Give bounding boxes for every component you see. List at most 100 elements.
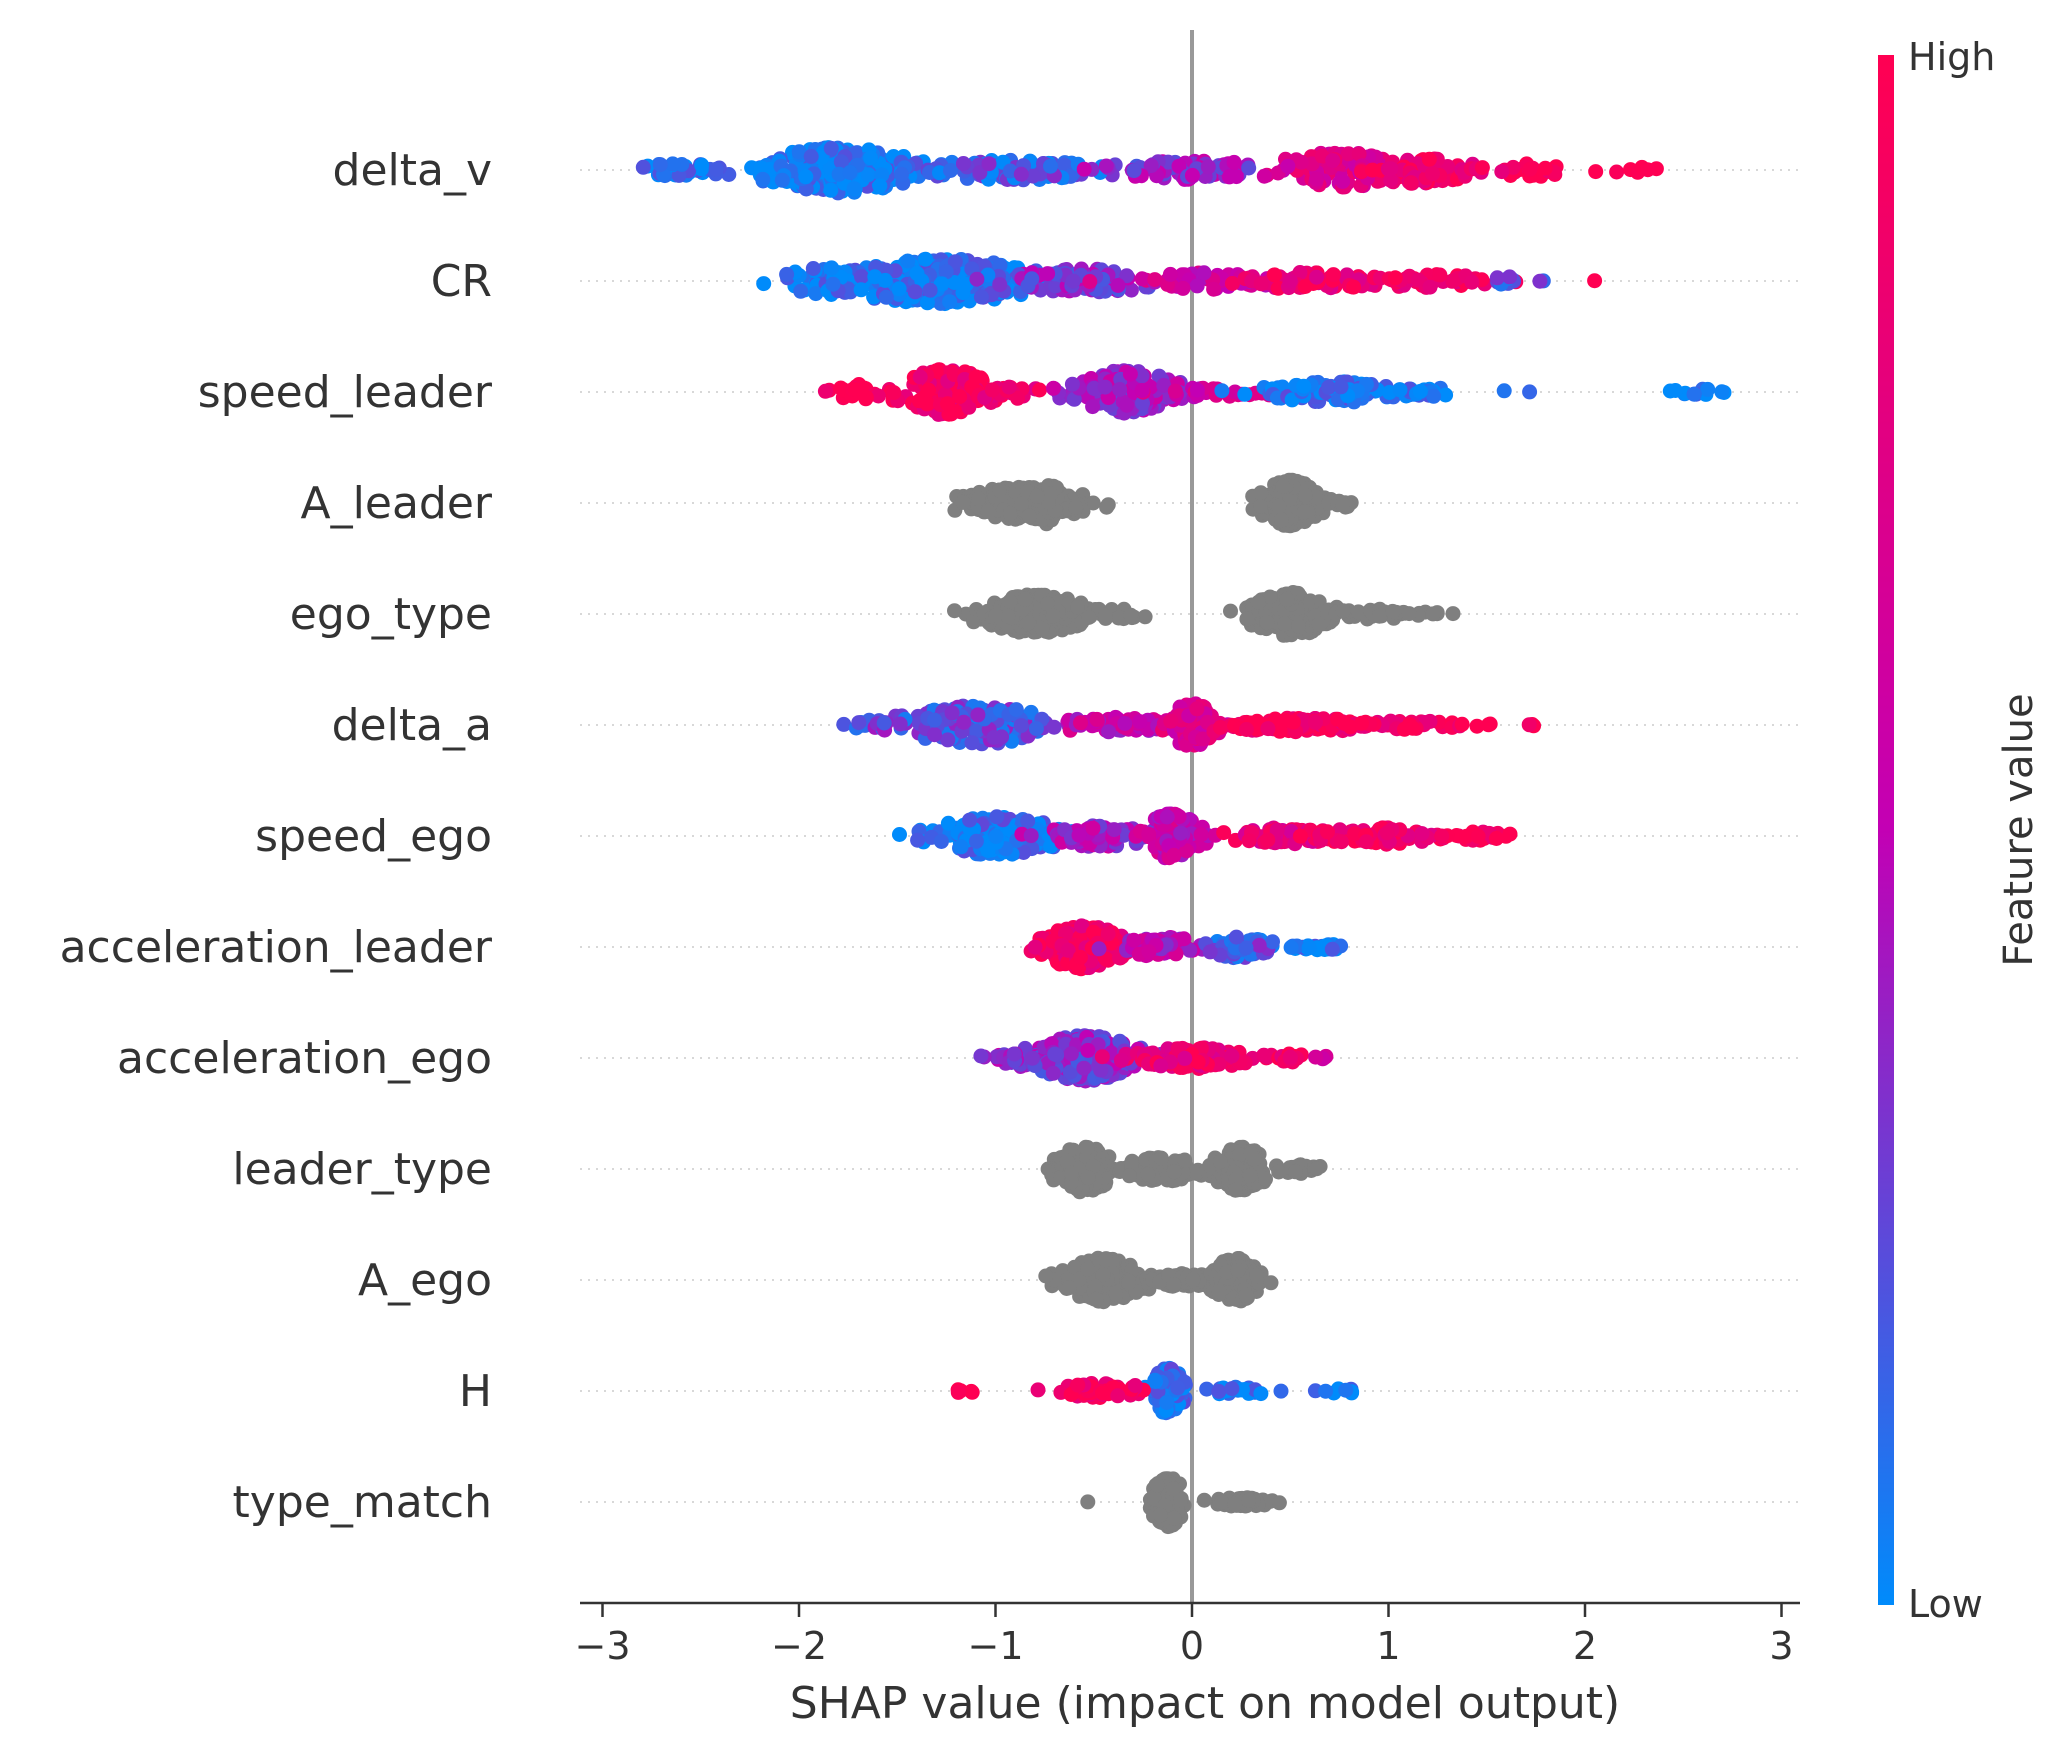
shap-point (1153, 1058, 1168, 1073)
shap-point (1064, 1166, 1079, 1181)
shap-point (879, 290, 894, 305)
feature-row-acceleration_ego (973, 1028, 1333, 1088)
shap-point (1092, 941, 1107, 956)
shap-point (1107, 822, 1122, 837)
shap-point (1267, 267, 1282, 282)
shap-point (1298, 488, 1313, 503)
shap-point (988, 608, 1003, 623)
shap-point (900, 254, 915, 269)
shap-point (1335, 497, 1350, 512)
shap-point (1167, 1164, 1182, 1179)
shap-point (1471, 829, 1486, 844)
shap-point (1066, 274, 1081, 289)
shap-point (1030, 489, 1045, 504)
shap-point (843, 165, 858, 180)
shap-point (1090, 712, 1105, 727)
shap-point (1112, 382, 1127, 397)
shap-point (1397, 722, 1412, 737)
shap-point (1213, 720, 1228, 735)
shap-point (1017, 592, 1032, 607)
shap-point (1020, 814, 1035, 829)
feature-row-A_leader (947, 473, 1358, 534)
feature-row-CR (756, 252, 1602, 311)
shap-point (1070, 599, 1085, 614)
shap-point (1271, 499, 1286, 514)
shap-point (1423, 280, 1438, 295)
shap-point (1326, 267, 1341, 282)
shap-point (1253, 485, 1268, 500)
shap-point (970, 707, 985, 722)
shap-point (893, 717, 908, 732)
shap-point (1163, 714, 1178, 729)
shap-point (1046, 381, 1061, 396)
shap-point (1587, 273, 1602, 288)
shap-point (1046, 1066, 1061, 1081)
shap-point (910, 266, 925, 281)
shap-point (1223, 604, 1238, 619)
shap-point (1077, 162, 1092, 177)
shap-point (1007, 1047, 1022, 1062)
shap-point (1138, 609, 1153, 624)
shap-point (818, 384, 833, 399)
shap-point (927, 713, 942, 728)
shap-point (1588, 164, 1603, 179)
shap-point (985, 382, 1000, 397)
shap-point (913, 370, 928, 385)
shap-point (1276, 479, 1291, 494)
shap-point (1475, 160, 1490, 175)
shap-point (1523, 162, 1538, 177)
shap-point (1294, 155, 1309, 170)
shap-point (1283, 1050, 1298, 1065)
shap-point (1009, 702, 1024, 717)
shap-point (955, 495, 970, 510)
shap-point (1280, 159, 1295, 174)
shap-point (1483, 717, 1498, 732)
shap-point (1028, 940, 1043, 955)
shap-point (942, 294, 957, 309)
shap-point (1700, 382, 1715, 397)
shap-point (1190, 383, 1205, 398)
shap-point (848, 382, 863, 397)
shap-point (1388, 270, 1403, 285)
shap-point (1185, 168, 1200, 183)
shap-point (971, 491, 986, 506)
shap-point (1365, 163, 1380, 178)
shap-point (962, 813, 977, 828)
shap-point (1081, 1170, 1096, 1185)
shap-point (1320, 824, 1335, 839)
shap-point (1252, 938, 1267, 953)
shap-point (877, 716, 892, 731)
shap-point (1286, 715, 1301, 730)
shap-point (1079, 1140, 1094, 1155)
shap-point (1334, 379, 1349, 394)
shap-point (1167, 848, 1182, 863)
shap-point (927, 727, 942, 742)
shap-point (1538, 161, 1553, 176)
shap-point (1257, 169, 1272, 184)
shap-point (1201, 159, 1216, 174)
shap-point (1522, 384, 1537, 399)
shap-point (894, 167, 909, 182)
shap-point (969, 369, 984, 384)
shap-point (1359, 834, 1374, 849)
shap-point (1325, 942, 1340, 957)
shap-point (756, 276, 771, 291)
feature-row-delta_v (636, 140, 1664, 200)
shap-point (1034, 621, 1049, 636)
shap-point (1190, 278, 1205, 293)
shap-point (1312, 617, 1327, 632)
shap-point (908, 284, 923, 299)
shap-point (826, 277, 841, 292)
shap-point (1337, 716, 1352, 731)
shap-point (1176, 931, 1191, 946)
shap-point (1426, 606, 1441, 621)
shap-point (921, 383, 936, 398)
shap-point (969, 834, 984, 849)
feature-row-acceleration_leader (1024, 918, 1349, 976)
shap-point (1242, 833, 1257, 848)
shap-point (1425, 166, 1440, 181)
shap-point (1497, 383, 1512, 398)
shap-point (1002, 594, 1017, 609)
shap-point (854, 269, 869, 284)
shap-point (1065, 377, 1080, 392)
